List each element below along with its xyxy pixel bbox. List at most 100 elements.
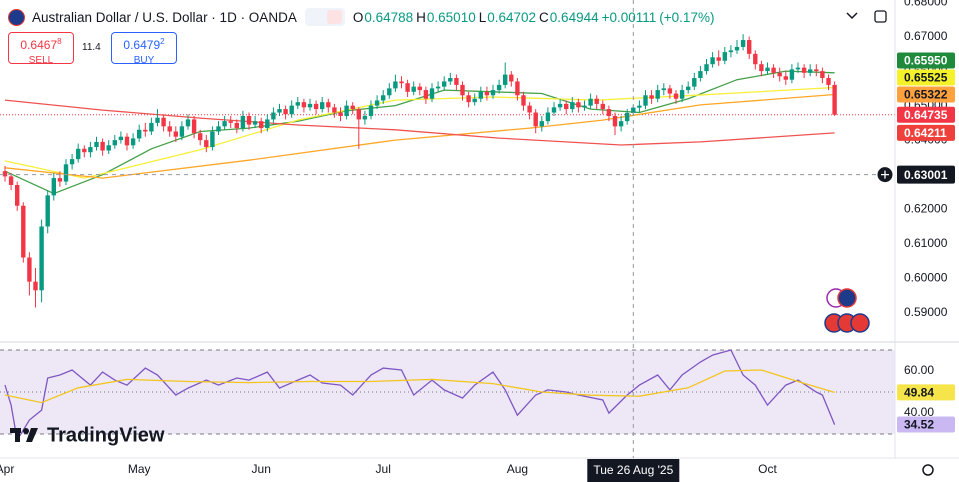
candle-body — [637, 105, 642, 108]
candle-body — [484, 91, 490, 96]
buy-button[interactable]: 0.64792 BUY — [111, 32, 177, 66]
candle-body — [411, 86, 416, 92]
candle-body — [759, 64, 764, 72]
line-series — [4, 86, 835, 179]
candle-body — [118, 136, 124, 141]
candle-body — [423, 90, 429, 99]
high-label: H — [416, 9, 426, 25]
candle-body — [155, 117, 160, 123]
candle-body — [222, 121, 227, 127]
candle-body — [704, 64, 709, 72]
settings-icon[interactable] — [922, 464, 934, 476]
crosshair-x-label: Tue 26 Aug '25 — [593, 463, 673, 477]
candle-body — [173, 131, 178, 137]
candle-body — [783, 76, 788, 80]
candle-body — [277, 109, 282, 113]
candle-body — [515, 81, 520, 96]
candle-body — [27, 257, 32, 282]
collapse-button[interactable] — [840, 5, 864, 27]
candle-body — [679, 90, 685, 99]
maximize-button[interactable] — [868, 5, 892, 27]
candle-body — [283, 109, 288, 115]
candle-body — [478, 91, 483, 99]
candle-body — [545, 112, 551, 122]
candle-body — [130, 138, 136, 146]
candle-body — [137, 129, 142, 139]
toggle-icon — [326, 10, 342, 24]
candle-body — [692, 78, 697, 87]
candle-body — [600, 103, 605, 110]
x-tick-label: Jun — [252, 462, 271, 476]
buy-price: 0.6479 — [123, 38, 161, 52]
change-value: +0.00111 — [601, 9, 657, 25]
candle-body — [826, 78, 831, 85]
candle-body — [435, 86, 441, 89]
candle-body — [45, 195, 50, 227]
event-icons[interactable] — [824, 288, 870, 333]
candle-body — [94, 141, 99, 148]
plus-icon — [881, 170, 889, 179]
candle-body — [167, 126, 172, 132]
candle-body — [350, 105, 355, 110]
candle-body — [88, 147, 93, 153]
candle-body — [39, 226, 44, 291]
logo-text: TradingView — [47, 424, 165, 446]
candle-body — [509, 74, 514, 82]
price-tag-label: 34.52 — [904, 418, 934, 432]
price-tag — [897, 52, 955, 69]
candle-body — [576, 102, 581, 108]
candle-body — [643, 95, 648, 106]
y-tick-label: 0.59000 — [904, 305, 948, 319]
sell-button[interactable]: 0.64678 SELL — [8, 32, 74, 66]
x-tick-label: Aug — [507, 462, 528, 476]
candle-body — [271, 112, 276, 120]
indicator-toggle[interactable] — [304, 8, 345, 26]
price-tag — [897, 384, 955, 401]
y-tick-label: 0.60000 — [904, 270, 948, 284]
candle-body — [716, 57, 721, 61]
candle-body — [246, 115, 252, 125]
candle-body — [252, 121, 258, 125]
candle-body — [313, 103, 319, 110]
candle-body — [259, 121, 264, 129]
candle-body — [673, 93, 679, 99]
candle-body — [655, 90, 660, 99]
header-buttons[interactable] — [840, 5, 892, 27]
candle-body — [307, 103, 313, 108]
candle-body — [734, 46, 740, 51]
candle-body — [466, 95, 471, 103]
flag-icon — [8, 8, 25, 26]
candle-body — [490, 90, 496, 96]
crosshair-x-box — [587, 459, 680, 482]
buy-label: BUY — [133, 55, 155, 66]
candle-body — [289, 105, 294, 115]
close-label: C — [539, 9, 549, 25]
event-icon[interactable] — [837, 288, 857, 308]
candle-body — [448, 78, 453, 82]
low-label: L — [478, 9, 487, 25]
candle-body — [106, 145, 111, 151]
price-tag-label: 0.64735 — [904, 108, 948, 122]
candle-body — [143, 129, 148, 132]
candle-body — [521, 95, 526, 106]
price-tag — [897, 69, 955, 86]
candle-body — [417, 86, 422, 91]
candle-body — [582, 105, 587, 108]
candle-body — [405, 83, 410, 92]
candle-body — [698, 71, 703, 79]
symbol-title[interactable]: Australian Dollar / U.S. Dollar · 1D · O… — [32, 9, 297, 25]
price-tag-label: 0.65525 — [904, 71, 948, 85]
maximize-icon — [874, 10, 887, 23]
x-tick-label: May — [128, 462, 151, 476]
line-series — [4, 99, 835, 146]
sell-price-pip: 8 — [57, 37, 62, 46]
candle-body — [460, 84, 465, 96]
legend-header: Australian Dollar / U.S. Dollar · 1D · O… — [0, 6, 717, 28]
candle-body — [753, 53, 758, 65]
candle-body — [326, 102, 331, 108]
event-icon[interactable] — [850, 313, 870, 333]
candle-body — [496, 84, 502, 91]
settings-gear[interactable] — [922, 464, 934, 476]
y-tick-label: 0.68000 — [904, 0, 948, 8]
open-value: 0.64788 — [364, 9, 414, 25]
